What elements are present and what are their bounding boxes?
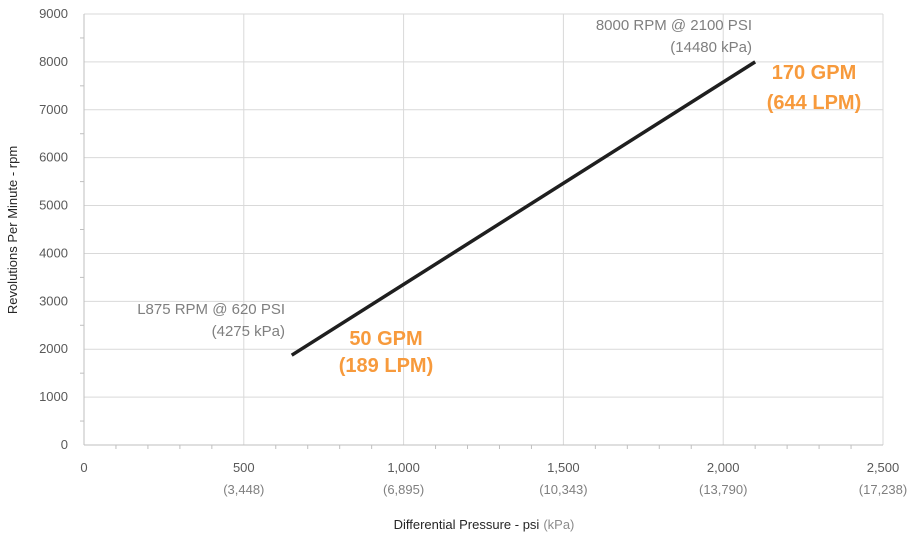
x-tick-sublabel: (6,895) xyxy=(383,482,424,497)
y-tick-label: 5000 xyxy=(39,198,68,213)
gridlines xyxy=(84,13,884,445)
x-tick-label: 1,000 xyxy=(387,460,420,475)
y-tick-label: 6000 xyxy=(39,150,68,165)
flow-rate-annotation: 50 GPM xyxy=(349,328,422,350)
y-tick-label: 7000 xyxy=(39,102,68,117)
annotations: L875 RPM @ 620 PSI (4275 kPa) 50 GPM (189 L… xyxy=(137,17,861,377)
y-tick-label: 2000 xyxy=(39,341,68,356)
y-tick-label: 8000 xyxy=(39,54,68,69)
x-tick-label: 2,000 xyxy=(707,460,740,475)
x-tick-sublabel: (3,448) xyxy=(223,482,264,497)
series-line xyxy=(290,60,757,357)
y-axis-title: Revolutions Per Minute - rpm xyxy=(5,146,20,314)
flow-rate-annotation: 170 GPM xyxy=(772,62,856,84)
x-tick-label: 500 xyxy=(233,460,255,475)
axes xyxy=(80,14,883,449)
x-axis-title-main: Differential Pressure - psi xyxy=(394,517,540,532)
x-axis-title: Differential Pressure - psi (kPa) xyxy=(394,517,575,532)
series-layer xyxy=(290,60,757,357)
x-tick-sublabel: (17,238) xyxy=(859,482,907,497)
x-tick-sublabel: (13,790) xyxy=(699,482,747,497)
y-tick-label: 0 xyxy=(61,437,68,452)
flow-rate-annotation: (644 LPM) xyxy=(767,92,861,114)
y-tick-label: 3000 xyxy=(39,293,68,308)
y-tick-label: 1000 xyxy=(39,389,68,404)
operating-point-annotation: (4275 kPa) xyxy=(212,323,285,340)
tick-labels: 0 1000 2000 3000 4000 5000 6000 7000 8000 9000 0 50… xyxy=(39,6,907,497)
x-tick-label: 2,500 xyxy=(867,460,900,475)
x-tick-sublabel: (10,343) xyxy=(539,482,587,497)
y-tick-label: 9000 xyxy=(39,6,68,21)
x-tick-label: 0 xyxy=(80,460,87,475)
operating-point-annotation: L875 RPM @ 620 PSI xyxy=(137,301,285,318)
operating-point-annotation: 8000 RPM @ 2100 PSI xyxy=(596,17,752,34)
operating-point-annotation: (14480 kPa) xyxy=(670,39,752,56)
x-tick-label: 1,500 xyxy=(547,460,580,475)
y-tick-label: 4000 xyxy=(39,245,68,260)
flow-rate-annotation: (189 LPM) xyxy=(339,355,433,377)
x-axis-title-unit: (kPa) xyxy=(543,517,574,532)
